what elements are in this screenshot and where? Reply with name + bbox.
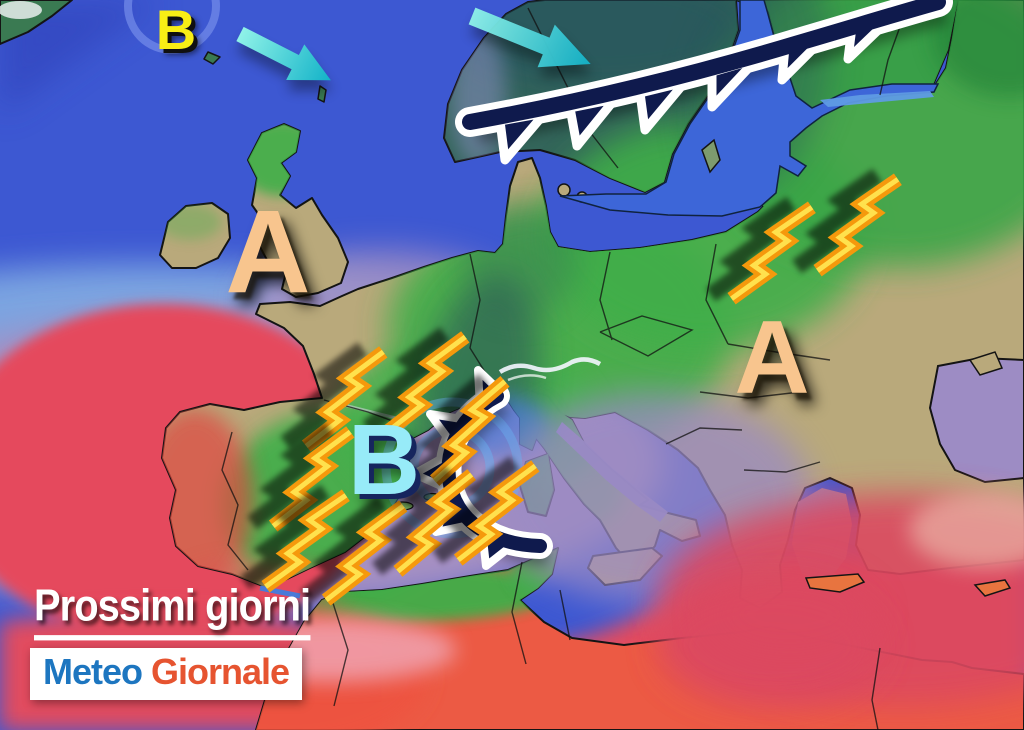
- gulf-of-finland: [820, 91, 934, 107]
- baltic-sea: [559, 0, 940, 217]
- crete-island: [804, 573, 866, 593]
- brand-word-meteo: Meteo: [43, 651, 143, 692]
- brand-logo: Meteo Giornale: [30, 648, 303, 700]
- sea-tint-layer: [0, 1, 1024, 707]
- pressure-label-low-north-atlantic: B: [155, 0, 197, 61]
- cyprus-island: [973, 579, 1012, 597]
- brand-word-giornale: Giornale: [151, 651, 290, 692]
- flow-arrow-scandinavia: [468, 7, 593, 78]
- pressure-label-low-west-mediterranean: B: [347, 404, 421, 516]
- pressure-label-high-southeast-europe: A: [734, 300, 810, 416]
- alps-snow: [498, 357, 602, 374]
- pressure-label-high-british-isles: A: [225, 186, 311, 318]
- map-headline: Prossimi giorni: [34, 580, 311, 641]
- cold-front-scandinavia: [455, 0, 953, 165]
- flow-arrow-north-atlantic: [236, 26, 333, 92]
